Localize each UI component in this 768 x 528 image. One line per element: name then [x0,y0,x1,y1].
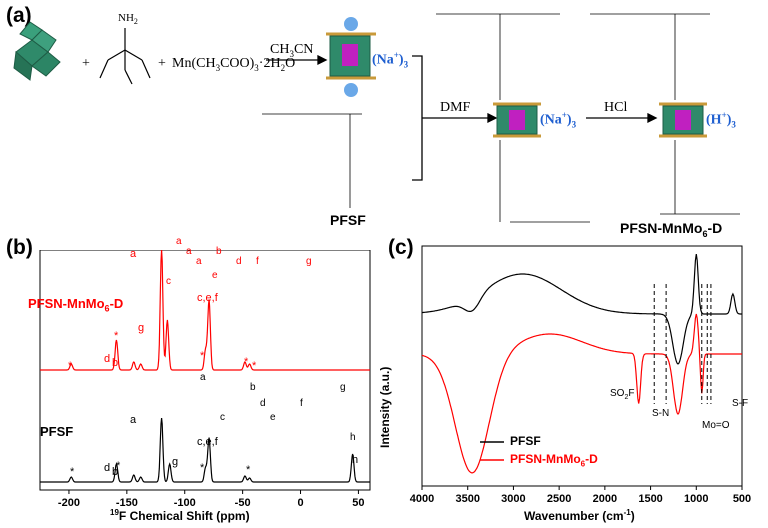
nmr-x-ticks: -200 -150 -100 -50 0 50 [58,490,365,509]
dmf-solvent: DMF [440,100,471,115]
plus-sign-2: + [158,56,166,71]
nmr-tick-label: 0 [297,497,303,509]
panel-a-label: (a) [6,4,32,27]
nmr-red-star-4: * [244,356,249,368]
ftir-tick-label: 500 [733,493,751,505]
ch3cn-solvent: CH3CN [270,42,314,59]
na-counterion-1: (Na+)3 [372,50,409,70]
ftir-ann-so2f: SO2F [610,388,635,401]
nmr-black-star-3: * [200,462,205,474]
nmr-tick-label: 50 [352,497,364,509]
nmr-tick-label: -200 [58,497,80,509]
nmr-black-peak-cef: c,e,f [197,436,218,448]
nmr-black-star-1: * [70,466,75,478]
mnmo6-cluster-icon [326,17,707,138]
product-name: PFSN-MnMo6-D [620,220,723,239]
nmr-plot: -200 -150 -100 -50 0 50 [39,250,371,509]
nmr-red-peak-a: a [130,248,137,260]
ftir-ann-sf: S-F [732,398,749,409]
nmr-tick-label: -50 [235,497,251,509]
nmr-black-peak-d: d [104,462,111,474]
ftir-annotation-lines [653,284,712,404]
tris-amine-structure [99,28,151,85]
ftir-tick-label: 1000 [684,493,708,505]
ftir-tick-label: 2000 [593,493,617,505]
nmr-black-star-4: * [246,464,251,476]
ftir-axis-frame [421,245,743,487]
legend-black-label: PFSF [510,434,541,448]
ftir-tick-label: 3000 [501,493,525,505]
nmr-red-peak-g: g [138,322,145,334]
ftir-x-ticks: 4000 3500 3000 2500 2000 1500 1000 500 [410,486,751,505]
ftir-ann-moo: Mo=O [702,420,730,431]
nmr-black-peak-h: h [352,454,359,466]
nmr-black-peak-a: a [130,414,137,426]
amine-nh2-label: NH2 [118,12,138,27]
nmr-x-axis-label: 19F Chemical Shift (ppm) [110,508,250,523]
legend-red-label: PFSN-MnMo6-D [510,452,598,469]
nmr-red-star-3: * [200,350,205,362]
ftir-tick-label: 4000 [410,493,434,505]
ftir-red-spectrum [421,313,742,474]
ftir-tick-label: 1500 [638,493,662,505]
nmr-red-spectrum [40,250,370,371]
ftir-tick-label: 2500 [547,493,571,505]
ftir-x-axis-label: Wavenumber (cm-1) [524,508,635,523]
nmr-red-series-label: PFSN-MnMo6-D [28,296,124,314]
nmr-red-peak-b: b [112,357,119,369]
mn-acetate-formula: Mn(CH3COO)3·2H2O [172,56,296,73]
ftir-black-spectrum [421,254,742,365]
nmr-black-peak-g: g [172,456,179,468]
nmr-black-star-2: * [116,460,121,472]
na-counterion-2: (Na+)3 [540,110,577,130]
ftir-tick-label: 3500 [455,493,479,505]
panel-a-scheme [13,13,740,223]
panel-b-label: (b) [6,236,33,259]
ftir-ann-sn: S-N [652,408,670,419]
h-counterion: (H+)3 [706,110,736,130]
nmr-tick-label: -150 [116,497,138,509]
nmr-red-star-1: * [68,360,73,372]
nmr-red-star-5: * [252,360,257,372]
plus-sign-1: + [82,56,90,71]
nmr-red-star-2: * [114,330,119,342]
nmr-black-spectrum [40,417,370,483]
polymer-chains [262,13,740,223]
panel-c-label: (c) [388,236,414,259]
pfsf-name: PFSF [330,212,366,228]
nmr-tick-label: -100 [174,497,196,509]
hcl-reagent: HCl [604,100,628,115]
nmr-black-series-label: PFSF [40,424,74,439]
ftir-y-axis-label: Intensity (a.u.) [378,366,392,448]
polyoxometalate-cluster-icon [13,21,61,81]
nmr-red-peak-cef: c,e,f [197,292,218,304]
ftir-plot: 4000 3500 3000 2500 2000 1500 1000 500 [410,245,751,505]
reaction-arrows [266,54,658,181]
nmr-red-peak-d: d [104,353,111,365]
nmr-black-peak-b: b [112,466,119,478]
